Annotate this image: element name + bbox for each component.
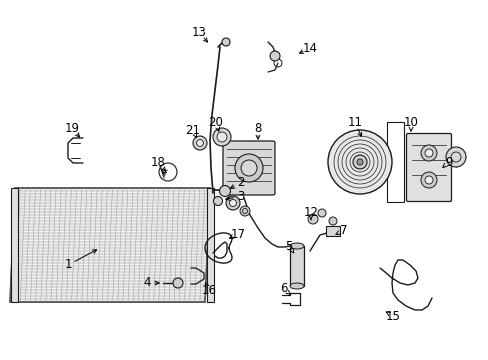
- Circle shape: [193, 136, 206, 150]
- Circle shape: [217, 132, 226, 142]
- FancyBboxPatch shape: [406, 134, 450, 202]
- Text: 16: 16: [201, 284, 216, 297]
- FancyBboxPatch shape: [223, 141, 274, 195]
- Circle shape: [445, 147, 465, 167]
- Text: 7: 7: [340, 224, 347, 237]
- Circle shape: [173, 278, 183, 288]
- Circle shape: [222, 38, 229, 46]
- Circle shape: [328, 217, 336, 225]
- Circle shape: [269, 51, 280, 61]
- Circle shape: [196, 139, 203, 147]
- Text: 10: 10: [403, 116, 418, 129]
- Circle shape: [420, 145, 436, 161]
- Circle shape: [356, 159, 362, 165]
- Bar: [206, 188, 214, 302]
- Bar: [11, 188, 18, 302]
- Text: 1: 1: [64, 258, 72, 271]
- Text: 2: 2: [237, 176, 244, 189]
- Text: 20: 20: [208, 116, 223, 129]
- Text: 8: 8: [254, 122, 261, 135]
- Ellipse shape: [289, 243, 304, 249]
- Text: 18: 18: [150, 156, 165, 168]
- Circle shape: [352, 155, 366, 169]
- Circle shape: [307, 214, 317, 224]
- Circle shape: [327, 130, 391, 194]
- Circle shape: [219, 185, 230, 197]
- Circle shape: [420, 172, 436, 188]
- Circle shape: [229, 199, 236, 207]
- Bar: [325, 226, 339, 236]
- Circle shape: [317, 209, 325, 217]
- Text: 6: 6: [280, 283, 287, 296]
- Circle shape: [424, 176, 432, 184]
- Text: 4: 4: [143, 276, 150, 289]
- Circle shape: [225, 196, 240, 210]
- Bar: [289, 246, 304, 286]
- Circle shape: [241, 160, 257, 176]
- Text: 13: 13: [191, 26, 206, 39]
- Circle shape: [213, 128, 230, 146]
- Polygon shape: [10, 188, 209, 302]
- Circle shape: [213, 197, 222, 206]
- Circle shape: [424, 149, 432, 157]
- Text: 21: 21: [185, 123, 200, 136]
- Text: 11: 11: [347, 116, 362, 129]
- Text: 3: 3: [237, 189, 244, 202]
- Ellipse shape: [289, 283, 304, 289]
- Text: 17: 17: [230, 228, 245, 240]
- Circle shape: [235, 154, 263, 182]
- Text: 5: 5: [285, 239, 292, 252]
- Text: 14: 14: [302, 41, 317, 54]
- Text: 9: 9: [445, 156, 452, 168]
- Circle shape: [240, 206, 249, 216]
- Text: 15: 15: [385, 310, 400, 323]
- Text: 19: 19: [64, 122, 80, 135]
- Text: 12: 12: [303, 206, 318, 219]
